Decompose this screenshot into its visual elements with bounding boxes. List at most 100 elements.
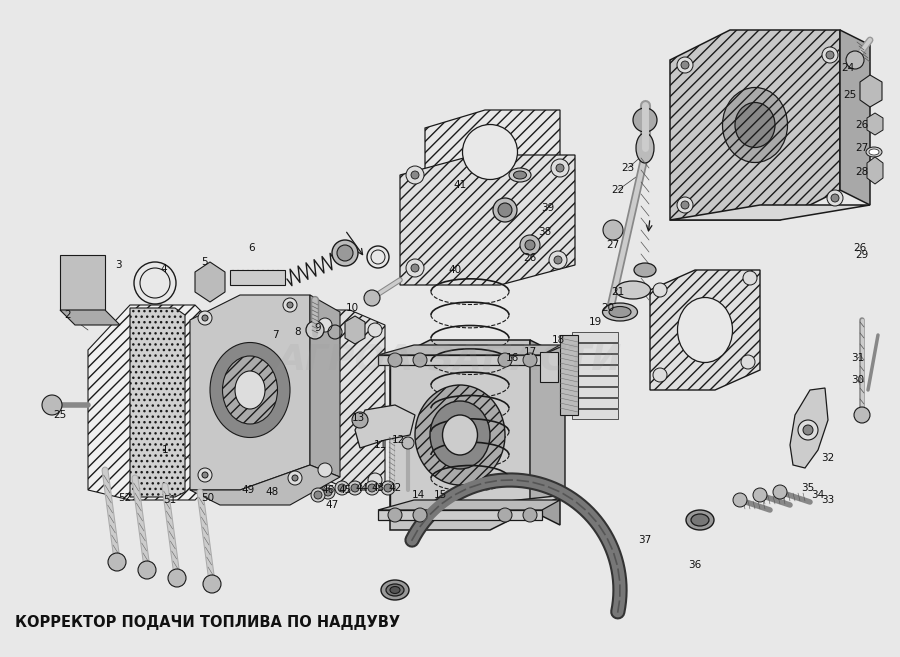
Circle shape <box>388 508 402 522</box>
Polygon shape <box>650 270 760 390</box>
Circle shape <box>753 488 767 502</box>
Circle shape <box>198 468 212 482</box>
Polygon shape <box>840 30 870 205</box>
Ellipse shape <box>678 298 733 363</box>
Polygon shape <box>572 409 618 419</box>
Circle shape <box>741 355 755 369</box>
Text: КОРРЕКТОР ПОДАЧИ ТОПЛИВА ПО НАДДУВУ: КОРРЕКТОР ПОДАЧИ ТОПЛИВА ПО НАДДУВУ <box>15 615 400 630</box>
Text: 7: 7 <box>272 330 278 340</box>
Circle shape <box>413 353 427 367</box>
Circle shape <box>549 251 567 269</box>
Circle shape <box>798 420 818 440</box>
Circle shape <box>803 425 813 435</box>
Circle shape <box>198 311 212 325</box>
Ellipse shape <box>686 510 714 530</box>
Text: 23: 23 <box>621 163 634 173</box>
Polygon shape <box>860 75 882 107</box>
Ellipse shape <box>386 584 404 596</box>
Text: АГРОА-ЗАПАСТИ: АГРОА-ЗАПАСТИ <box>278 343 622 377</box>
Polygon shape <box>670 205 870 220</box>
Circle shape <box>337 245 353 261</box>
Text: 1: 1 <box>162 445 168 455</box>
Ellipse shape <box>430 401 490 469</box>
Text: 2: 2 <box>65 310 71 320</box>
Text: 46: 46 <box>321 485 335 495</box>
Circle shape <box>388 353 402 367</box>
Polygon shape <box>315 310 385 490</box>
Circle shape <box>318 463 332 477</box>
Ellipse shape <box>735 102 775 148</box>
Text: 26: 26 <box>524 253 536 263</box>
Circle shape <box>822 47 838 63</box>
Bar <box>540 352 558 382</box>
Text: 25: 25 <box>53 410 67 420</box>
Ellipse shape <box>415 385 505 485</box>
Circle shape <box>108 553 126 571</box>
Circle shape <box>827 190 843 206</box>
Polygon shape <box>425 110 560 193</box>
Text: 22: 22 <box>611 185 625 195</box>
Text: 35: 35 <box>801 483 814 493</box>
Circle shape <box>365 481 379 495</box>
Circle shape <box>138 561 156 579</box>
Circle shape <box>287 302 293 308</box>
Ellipse shape <box>235 371 265 409</box>
Polygon shape <box>670 30 840 220</box>
Ellipse shape <box>509 168 531 182</box>
Ellipse shape <box>381 580 409 600</box>
Polygon shape <box>88 305 220 500</box>
Polygon shape <box>572 398 618 408</box>
Polygon shape <box>400 155 575 285</box>
Polygon shape <box>378 355 542 365</box>
Text: 47: 47 <box>326 500 338 510</box>
Circle shape <box>603 220 623 240</box>
Circle shape <box>411 264 419 272</box>
Circle shape <box>854 407 870 423</box>
Text: 31: 31 <box>851 353 865 363</box>
Circle shape <box>846 51 864 69</box>
Text: 33: 33 <box>822 495 834 505</box>
Circle shape <box>402 437 414 449</box>
Circle shape <box>314 491 322 499</box>
Text: 52: 52 <box>119 493 131 503</box>
Circle shape <box>318 318 332 332</box>
Circle shape <box>321 485 335 499</box>
Circle shape <box>743 271 757 285</box>
Text: 39: 39 <box>542 203 554 213</box>
Ellipse shape <box>222 356 277 424</box>
Text: 50: 50 <box>202 493 214 503</box>
Circle shape <box>523 508 537 522</box>
Polygon shape <box>390 340 530 530</box>
Circle shape <box>498 353 512 367</box>
Text: 9: 9 <box>315 323 321 333</box>
Circle shape <box>364 290 380 306</box>
Text: 16: 16 <box>506 353 518 363</box>
Ellipse shape <box>306 321 324 339</box>
Circle shape <box>351 484 359 492</box>
Circle shape <box>554 256 562 264</box>
Text: 25: 25 <box>843 90 857 100</box>
Circle shape <box>324 488 332 496</box>
Polygon shape <box>190 295 310 490</box>
Text: 38: 38 <box>538 227 552 237</box>
Text: 5: 5 <box>202 257 208 267</box>
Text: 6: 6 <box>248 243 256 253</box>
Polygon shape <box>572 354 618 364</box>
Text: 40: 40 <box>448 265 462 275</box>
Polygon shape <box>310 295 340 477</box>
Circle shape <box>653 283 667 297</box>
Circle shape <box>406 166 424 184</box>
Text: 36: 36 <box>688 560 702 570</box>
Circle shape <box>498 508 512 522</box>
Circle shape <box>203 575 221 593</box>
Text: 32: 32 <box>822 453 834 463</box>
Ellipse shape <box>691 514 709 526</box>
Polygon shape <box>572 332 618 342</box>
Polygon shape <box>355 405 415 448</box>
Text: 12: 12 <box>392 435 405 445</box>
Circle shape <box>202 315 208 321</box>
Polygon shape <box>390 360 530 510</box>
Text: 27: 27 <box>855 143 868 153</box>
Circle shape <box>42 395 62 415</box>
Circle shape <box>551 159 569 177</box>
